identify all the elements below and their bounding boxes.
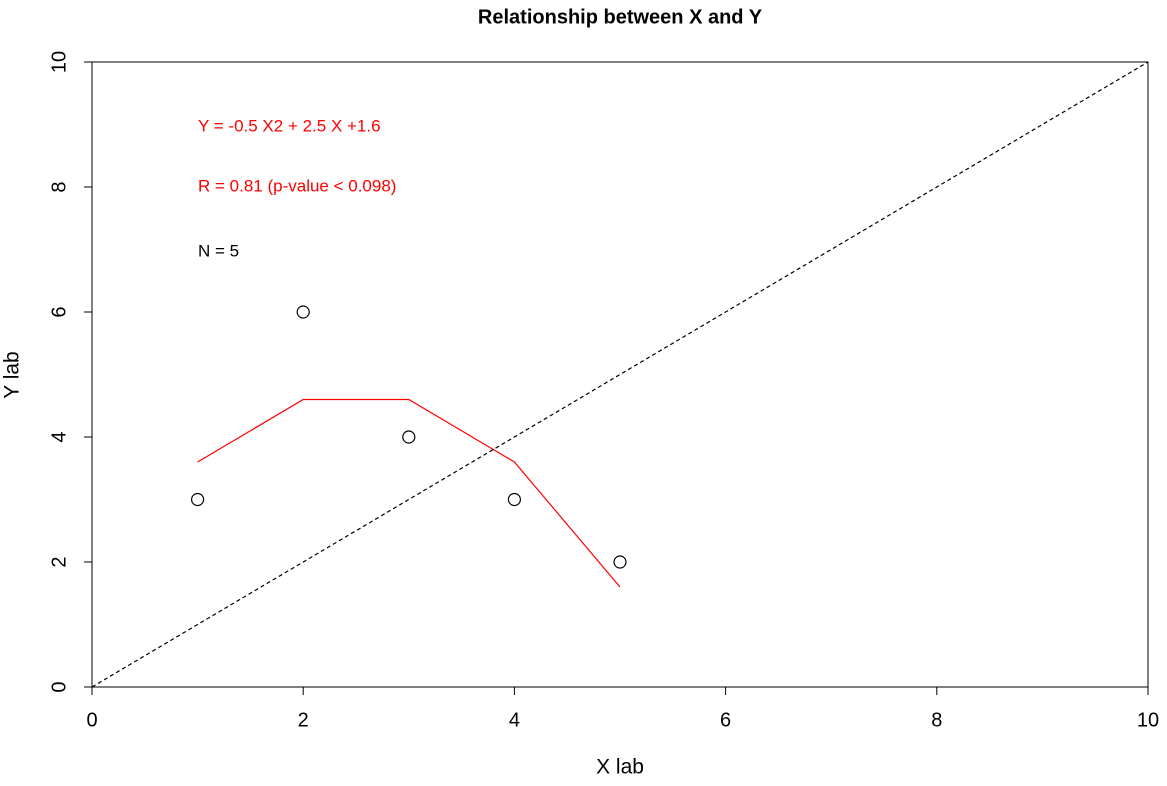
- plot-box: [91, 61, 1149, 688]
- chart-title: Relationship between X and Y: [478, 6, 763, 28]
- y-tick-label: 8: [48, 181, 70, 192]
- fit-line: [197, 398, 621, 588]
- x-tick-label: 10: [1137, 709, 1159, 731]
- point: [507, 492, 522, 507]
- x-tick-label: 4: [509, 709, 520, 731]
- x-tick-label: 2: [298, 709, 309, 731]
- point: [191, 492, 205, 507]
- point: [296, 305, 310, 319]
- y-tick-label: 10: [48, 51, 70, 73]
- point: [402, 430, 416, 444]
- x-tick-label: 6: [720, 709, 731, 731]
- y-axis-label: Y lab: [1, 351, 24, 399]
- y-tick-label: 4: [48, 431, 70, 442]
- annotation: R = 0.81 (p-value < 0.098): [198, 176, 396, 195]
- point: [613, 555, 627, 569]
- y-tick-label: 6: [48, 306, 70, 317]
- x-tick-label: 8: [931, 709, 942, 731]
- y-tick-label: 2: [48, 556, 70, 567]
- annotation: Y = -0.5 X2 + 2.5 X +1.6: [198, 116, 381, 135]
- annotation: N = 5: [198, 241, 239, 260]
- y-tick-label: 0: [48, 681, 70, 692]
- x-tick-label: 0: [86, 709, 97, 731]
- reference-line: [91, 61, 1149, 688]
- x-axis-label: X lab: [596, 756, 644, 779]
